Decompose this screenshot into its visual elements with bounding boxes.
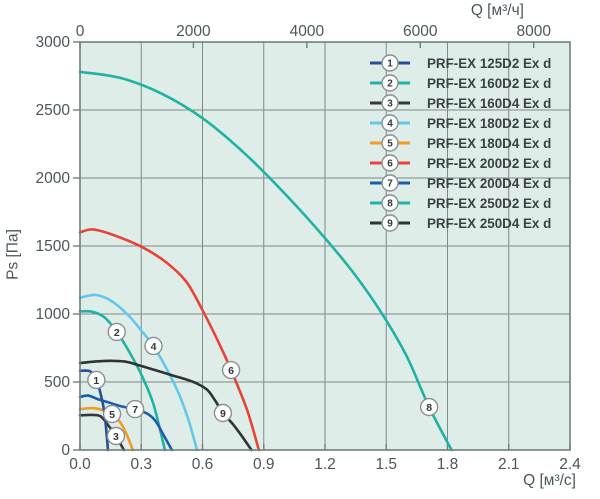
legend-label: PRF-EX 180D2 Ex d bbox=[427, 116, 551, 131]
legend-marker-number: 5 bbox=[387, 139, 393, 150]
legend-item-4: 4 PRF-EX 180D2 Ex d bbox=[370, 114, 551, 132]
legend-marker-circle bbox=[381, 214, 399, 232]
gridlines bbox=[80, 42, 570, 450]
curve-markers: 1 2 3 4 5 6 7 8 9 bbox=[87, 322, 439, 446]
legend-item-7: 7 PRF-EX 200D4 Ex d bbox=[370, 174, 551, 192]
bottom-axis-tick-label: 1.8 bbox=[437, 456, 459, 473]
marker-circle bbox=[419, 397, 439, 417]
legend-label: PRF-EX 125D2 Ex d bbox=[427, 56, 551, 71]
curve-9 bbox=[78, 359, 253, 452]
marker-number: 4 bbox=[151, 341, 157, 353]
left-axis-tick-label: 3000 bbox=[36, 34, 71, 51]
marker-circle bbox=[102, 404, 122, 424]
left-axis-tick-label: 500 bbox=[44, 374, 70, 391]
legend-item-6: 6 PRF-EX 200D2 Ex d bbox=[370, 154, 551, 172]
x-axis-bottom-title: Q [м³/с] bbox=[523, 472, 576, 489]
legend-label: PRF-EX 200D2 Ex d bbox=[427, 156, 551, 171]
left-axis-tick-label: 1500 bbox=[36, 238, 71, 255]
axis-tick-labels: 0.0 0.3 0.6 0.9 1.2 1.5 1.8 2.1 2.4 0 2000 4000 6000… bbox=[36, 23, 582, 473]
curve-marker-1: 1 bbox=[87, 370, 106, 390]
curve-marker-4: 4 bbox=[144, 336, 163, 356]
legend-label: PRF-EX 160D4 Ex d bbox=[427, 96, 551, 111]
bottom-axis-tick-label: 0.9 bbox=[253, 456, 275, 473]
legend-marker-circle bbox=[381, 194, 399, 212]
top-axis-tick-label: 4000 bbox=[290, 23, 325, 40]
legend-marker-number: 2 bbox=[387, 79, 393, 90]
curve-marker-3: 3 bbox=[106, 426, 126, 446]
curve-4 bbox=[78, 293, 199, 452]
legend-label: PRF-EX 250D4 Ex d bbox=[427, 216, 551, 231]
marker-number: 8 bbox=[426, 402, 432, 414]
marker-number: 9 bbox=[220, 408, 226, 420]
y-axis-title: Ps [Па] bbox=[4, 229, 22, 280]
legend-marker-circle bbox=[381, 174, 399, 192]
legend-marker-number: 3 bbox=[387, 99, 393, 110]
legend-marker-number: 7 bbox=[387, 179, 393, 190]
x-axis-top-title: Q [м³/ч] bbox=[470, 2, 524, 19]
legend-marker-number: 9 bbox=[387, 219, 393, 230]
legend-label: PRF-EX 200D4 Ex d bbox=[427, 176, 551, 191]
left-axis-tick-label: 2500 bbox=[36, 102, 71, 119]
marker-number: 5 bbox=[109, 409, 115, 421]
bottom-axis-tick-label: 1.2 bbox=[314, 456, 336, 473]
legend-label: PRF-EX 180D4 Ex d bbox=[427, 136, 551, 151]
marker-circle bbox=[144, 336, 163, 356]
legend-marker-circle bbox=[381, 74, 399, 92]
legend-marker-circle bbox=[381, 114, 399, 132]
marker-number: 7 bbox=[132, 404, 138, 416]
left-axis-tick-label: 1000 bbox=[36, 306, 71, 323]
legend-marker-number: 4 bbox=[387, 119, 393, 130]
marker-circle bbox=[125, 399, 145, 419]
legend-label: PRF-EX 250D2 Ex d bbox=[427, 196, 551, 211]
top-axis-tick-label: 0 bbox=[76, 23, 85, 40]
legend-marker-circle bbox=[381, 54, 399, 72]
legend-marker-number: 6 bbox=[387, 159, 393, 170]
top-axis-tick-label: 6000 bbox=[403, 23, 438, 40]
bottom-axis-tick-label: 2.1 bbox=[498, 456, 520, 473]
curve-marker-9: 9 bbox=[213, 403, 233, 423]
axis-ticks bbox=[73, 41, 571, 451]
marker-circle bbox=[221, 360, 241, 380]
bottom-axis-tick-label: 2.4 bbox=[559, 456, 581, 473]
curve-6 bbox=[78, 228, 261, 452]
bottom-axis-tick-label: 0.6 bbox=[192, 456, 214, 473]
legend-marker-circle bbox=[381, 134, 399, 152]
legend-marker-number: 8 bbox=[387, 199, 393, 210]
marker-circle bbox=[213, 403, 233, 423]
marker-circle bbox=[106, 426, 126, 446]
curve-marker-8: 8 bbox=[419, 397, 439, 417]
bottom-axis-tick-label: 0.0 bbox=[69, 456, 91, 473]
top-axis-tick-label: 2000 bbox=[176, 23, 211, 40]
legend: 1 PRF-EX 125D2 Ex d 2 PRF-EX 160D2 Ex d 3 PRF… bbox=[370, 54, 551, 232]
curve-2 bbox=[78, 309, 167, 452]
left-axis-tick-label: 2000 bbox=[36, 170, 71, 187]
marker-circle bbox=[107, 322, 126, 342]
curve-8 bbox=[78, 70, 453, 452]
legend-label: PRF-EX 160D2 Ex d bbox=[427, 76, 551, 91]
legend-marker-circle bbox=[381, 154, 399, 172]
marker-number: 1 bbox=[93, 375, 99, 387]
legend-item-9: 9 PRF-EX 250D4 Ex d bbox=[370, 214, 551, 232]
legend-item-8: 8 PRF-EX 250D2 Ex d bbox=[370, 194, 551, 212]
curve-marker-5: 5 bbox=[102, 404, 122, 424]
legend-item-3: 3 PRF-EX 160D4 Ex d bbox=[370, 94, 551, 112]
marker-number: 6 bbox=[228, 365, 234, 377]
curve-marker-6: 6 bbox=[221, 360, 241, 380]
legend-marker-circle bbox=[381, 94, 399, 112]
legend-marker-number: 1 bbox=[387, 59, 393, 70]
left-axis-tick-label: 0 bbox=[61, 442, 70, 459]
marker-number: 2 bbox=[114, 327, 120, 339]
marker-number: 3 bbox=[113, 431, 119, 443]
top-axis-tick-label: 8000 bbox=[516, 23, 551, 40]
legend-item-2: 2 PRF-EX 160D2 Ex d bbox=[370, 74, 551, 92]
marker-circle bbox=[87, 370, 106, 390]
bottom-axis-tick-label: 0.3 bbox=[130, 456, 152, 473]
legend-item-1: 1 PRF-EX 125D2 Ex d bbox=[370, 54, 551, 72]
curve-marker-2: 2 bbox=[107, 322, 126, 342]
legend-item-5: 5 PRF-EX 180D4 Ex d bbox=[370, 134, 551, 152]
bottom-axis-tick-label: 1.5 bbox=[375, 456, 397, 473]
curve-marker-7: 7 bbox=[125, 399, 145, 419]
